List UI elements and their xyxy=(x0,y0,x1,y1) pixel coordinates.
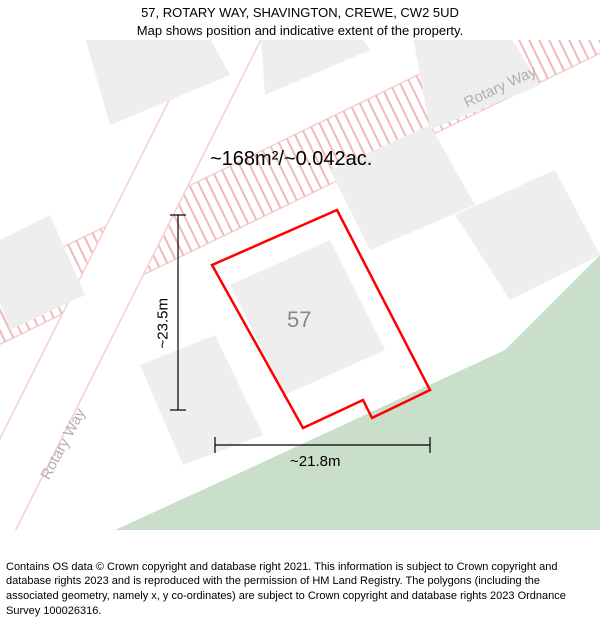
map-area: ~168m²/~0.042ac. Rotary Way Rotary Way 5… xyxy=(0,40,600,530)
dim-horizontal-label: ~21.8m xyxy=(290,453,340,470)
page-container: 57, ROTARY WAY, SHAVINGTON, CREWE, CW2 5… xyxy=(0,0,600,625)
header: 57, ROTARY WAY, SHAVINGTON, CREWE, CW2 5… xyxy=(0,4,600,40)
area-label: ~168m²/~0.042ac. xyxy=(210,148,372,171)
address-line: 57, ROTARY WAY, SHAVINGTON, CREWE, CW2 5… xyxy=(0,4,600,22)
subtitle-line: Map shows position and indicative extent… xyxy=(0,22,600,40)
house-number-57: 57 xyxy=(287,307,311,333)
copyright-text: Contains OS data © Crown copyright and d… xyxy=(6,560,594,619)
dim-vertical-label: ~23.5m xyxy=(155,298,172,348)
